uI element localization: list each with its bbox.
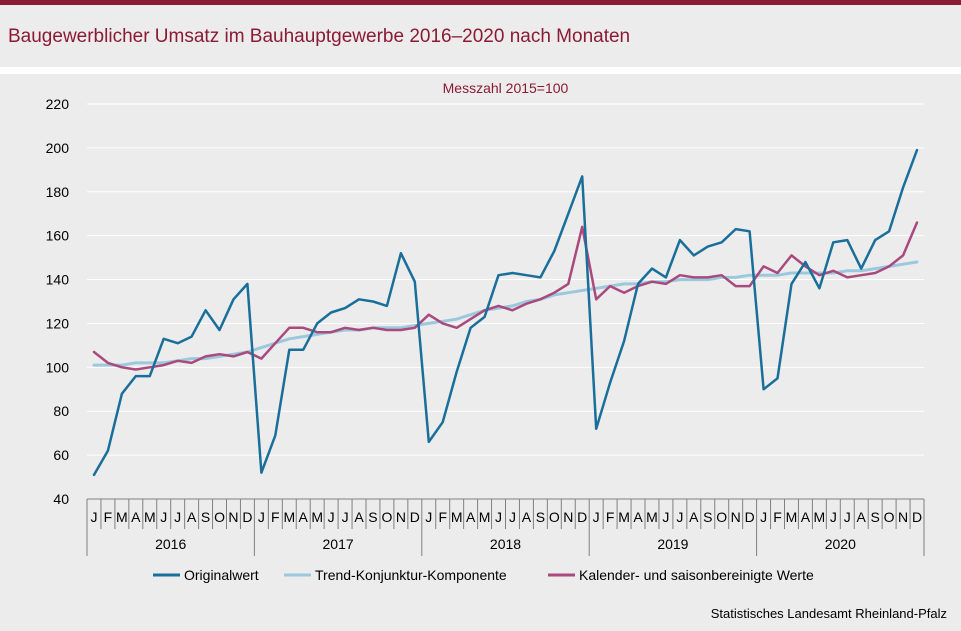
x-tick-label-month: J [593, 509, 600, 525]
x-tick-label-month: A [633, 509, 643, 525]
line-chart: Messzahl 2015=100 40 60 80 100 120 140 160 180 20… [46, 80, 925, 583]
x-tick-label-month: F [104, 509, 113, 525]
x-tick-label-month: F [773, 509, 782, 525]
x-tick-label-month: J [425, 509, 432, 525]
x-tick-label-month: D [577, 509, 587, 525]
x-tick-label-month: A [187, 509, 197, 525]
x-tick-label-month: N [731, 509, 741, 525]
page-title: Baugewerblicher Umsatz im Bauhauptgewerb… [8, 26, 631, 47]
x-tick-label-month: J [676, 509, 683, 525]
x-tick-label-month: J [174, 509, 181, 525]
y-tick-label: 120 [46, 315, 70, 331]
x-tick-label-month: S [368, 509, 377, 525]
legend-entry: Kalender- und saisonbereinigte Werte [579, 567, 814, 583]
x-tick-label-month: M [618, 509, 630, 525]
x-tick-label-month: S [871, 509, 880, 525]
series-line-2 [92, 260, 919, 367]
y-tick-label: 220 [46, 96, 70, 112]
x-tick-label-month: N [563, 509, 573, 525]
y-tick-label: 60 [53, 447, 69, 463]
x-tick-label-month: F [438, 509, 447, 525]
chart-subtitle: Messzahl 2015=100 [443, 80, 569, 96]
x-tick-label-year: 2019 [657, 536, 688, 552]
x-tick-label-month: J [509, 509, 516, 525]
y-tick-label: 160 [46, 228, 70, 244]
x-tick-label-month: S [536, 509, 545, 525]
x-tick-label-year: 2018 [490, 536, 521, 552]
x-tick-label-month: N [228, 509, 238, 525]
y-tick-label: 140 [46, 272, 70, 288]
x-tick-label-month: M [116, 509, 128, 525]
series-line-1 [92, 148, 919, 477]
x-tick-label-month: A [801, 509, 811, 525]
x-tick-label-month: A [689, 509, 699, 525]
x-tick-label-month: D [242, 509, 252, 525]
x-tick-label-month: S [703, 509, 712, 525]
x-tick-label-month: N [396, 509, 406, 525]
x-tick-label-month: F [271, 509, 280, 525]
chart-panel: Messzahl 2015=100 40 60 80 100 120 140 160 180 20… [0, 74, 961, 631]
x-tick-label-year: 2016 [155, 536, 186, 552]
header: Baugewerblicher Umsatz im Bauhauptgewerb… [0, 5, 961, 67]
series-line-3 [92, 221, 919, 371]
x-tick-label-month: D [410, 509, 420, 525]
y-tick-label: 100 [46, 359, 70, 375]
top-rule [0, 0, 961, 5]
x-tick-label-month: A [131, 509, 141, 525]
x-tick-label-month: M [814, 509, 826, 525]
x-tick-label-month: N [898, 509, 908, 525]
x-tick-label-month: J [662, 509, 669, 525]
x-tick-label-month: A [466, 509, 476, 525]
x-tick-label-month: O [381, 509, 392, 525]
x-tick-label-month: M [646, 509, 658, 525]
x-tick-label-month: A [857, 509, 867, 525]
x-tick-label-year: 2020 [825, 536, 856, 552]
x-tick-label-month: M [283, 509, 295, 525]
legend-entry: Trend-Konjunktur-Komponente [315, 567, 507, 583]
x-tick-label-month: M [786, 509, 798, 525]
x-tick-label-year: 2017 [323, 536, 354, 552]
x-tick-label-month: J [342, 509, 349, 525]
x-tick-label-month: A [522, 509, 532, 525]
x-tick-label-month: D [912, 509, 922, 525]
x-tick-label-month: D [745, 509, 755, 525]
x-tick-label-month: M [479, 509, 491, 525]
x-tick-label-month: J [328, 509, 335, 525]
y-tick-label: 80 [53, 403, 69, 419]
x-tick-label-month: M [144, 509, 156, 525]
x-tick-label-month: J [160, 509, 167, 525]
x-tick-label-month: J [258, 509, 265, 525]
x-tick-label-month: S [201, 509, 210, 525]
x-tick-label-month: O [716, 509, 727, 525]
x-tick-label-month: O [214, 509, 225, 525]
source-note: Statistisches Landesamt Rheinland-Pfalz [710, 606, 947, 621]
x-tick-label-month: O [884, 509, 895, 525]
y-tick-label: 40 [53, 491, 69, 507]
y-tick-label: 200 [46, 140, 70, 156]
x-tick-label-month: A [354, 509, 364, 525]
x-tick-label-month: M [451, 509, 463, 525]
legend-entry: Originalwert [184, 567, 259, 583]
x-tick-label-month: O [549, 509, 560, 525]
x-tick-label-month: A [299, 509, 309, 525]
x-tick-label-month: J [830, 509, 837, 525]
x-tick-label-month: J [495, 509, 502, 525]
x-tick-label-month: J [90, 509, 97, 525]
x-tick-label-month: J [760, 509, 767, 525]
x-tick-label-month: J [844, 509, 851, 525]
y-tick-label: 180 [46, 184, 70, 200]
x-tick-label-month: F [606, 509, 615, 525]
x-tick-label-month: M [311, 509, 323, 525]
